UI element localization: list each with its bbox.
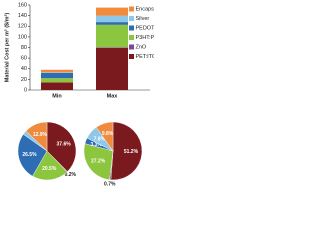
pie-slice xyxy=(17,133,48,177)
y-tick-label: 80 xyxy=(21,45,27,51)
y-tick-label: 40 xyxy=(21,66,27,72)
y-axis-label: Material Cost per m² ($/m²) xyxy=(3,13,10,83)
y-tick-label: 120 xyxy=(18,24,27,30)
legend-swatch xyxy=(129,16,134,21)
x-tick-label: Min xyxy=(52,93,62,99)
slice-label: 20.5% xyxy=(42,166,57,172)
y-tick-label: 0 xyxy=(24,87,27,93)
legend-swatch xyxy=(129,35,134,40)
slice-label: 27.2% xyxy=(91,158,106,164)
y-tick-label: 100 xyxy=(18,34,27,40)
legend-swatch xyxy=(129,6,134,12)
pie-slice xyxy=(25,121,48,152)
legend-label: Silver xyxy=(136,16,150,22)
bar-segment xyxy=(96,24,128,48)
slice-label: 3.3% xyxy=(90,142,102,148)
bar-segment xyxy=(41,69,73,73)
pie-slice xyxy=(95,121,114,152)
slice-label: 51.2% xyxy=(124,149,139,155)
slice-label: 12.9% xyxy=(33,132,48,138)
legend-swatch xyxy=(129,25,134,31)
slice-label: 37.6% xyxy=(57,141,72,147)
bar-segment xyxy=(41,82,73,90)
slice-label: 0.7% xyxy=(104,182,116,188)
bar-segment xyxy=(96,47,128,90)
slice-label: 7.8% xyxy=(94,137,106,143)
slice-label: 0.2% xyxy=(65,172,77,178)
figure: 0 20 40 60 80 100 120 140 160 Material Cost per m… xyxy=(3,2,155,188)
page: {"chart_data": [ {"type": "bar", "stacke… xyxy=(0,0,154,189)
legend-label: PET:ITO xyxy=(136,54,155,60)
y-tick-label: 140 xyxy=(18,13,27,19)
bar-segment xyxy=(96,7,128,16)
bar-segment xyxy=(41,72,73,79)
legend-label: Encapsulation xyxy=(136,6,155,12)
y-tick-label: 160 xyxy=(18,2,27,8)
pie-slice xyxy=(46,121,77,172)
legend-label: ZnO xyxy=(136,44,147,50)
y-tick-label: 20 xyxy=(21,77,27,83)
pie-slice xyxy=(32,150,68,181)
slice-label: 26.5% xyxy=(22,152,37,158)
pie-slice xyxy=(110,121,143,181)
x-tick-label: Max xyxy=(107,93,119,99)
pie-slice xyxy=(83,143,114,181)
legend-label: PEDOT:PSS xyxy=(136,25,155,31)
bar-segment xyxy=(96,15,128,23)
bar-segment xyxy=(96,22,128,25)
legend-label: P3HT:PCBM xyxy=(136,35,155,41)
bar-segment xyxy=(96,47,128,48)
y-tick-label: 60 xyxy=(21,56,27,62)
legend-swatch xyxy=(129,54,134,59)
legend-swatch xyxy=(129,44,134,50)
slice-label: 9.8% xyxy=(102,131,114,137)
bar-segment xyxy=(41,78,73,83)
